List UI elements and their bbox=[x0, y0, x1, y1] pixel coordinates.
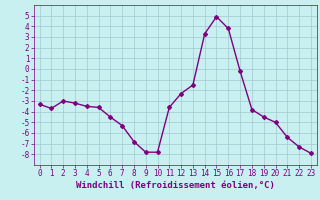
X-axis label: Windchill (Refroidissement éolien,°C): Windchill (Refroidissement éolien,°C) bbox=[76, 181, 275, 190]
